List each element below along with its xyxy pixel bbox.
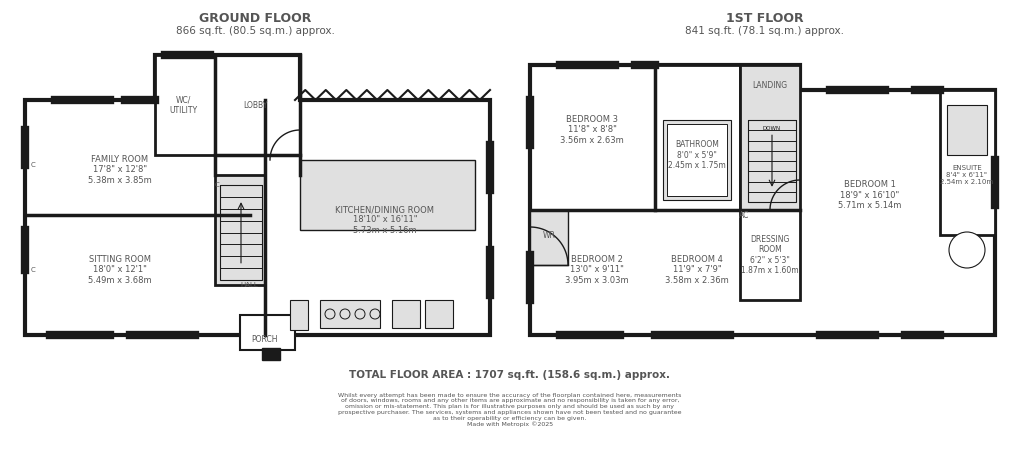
- Text: HALL: HALL: [239, 282, 258, 288]
- Bar: [739, 65, 799, 210]
- Text: AC: AC: [738, 211, 748, 219]
- Bar: [747, 120, 795, 202]
- Bar: [739, 210, 799, 300]
- Text: BEDROOM 1
18'9" x 16'10"
5.71m x 5.14m: BEDROOM 1 18'9" x 16'10" 5.71m x 5.14m: [838, 180, 901, 210]
- Text: 1ST FLOOR: 1ST FLOOR: [726, 11, 803, 25]
- Text: ENSUITE
8'4" x 6'11"
2.54m x 2.10m: ENSUITE 8'4" x 6'11" 2.54m x 2.10m: [940, 165, 993, 185]
- Text: GROUND FLOOR: GROUND FLOOR: [199, 11, 311, 25]
- Bar: [662, 120, 731, 200]
- Text: FAMILY ROOM
17'8" x 12'8"
5.38m x 3.85m: FAMILY ROOM 17'8" x 12'8" 5.38m x 3.85m: [88, 155, 152, 185]
- Bar: [289, 300, 308, 330]
- Text: Whilst every attempt has been made to ensure the accuracy of the floorplan conta: Whilst every attempt has been made to en…: [338, 393, 681, 427]
- Text: C: C: [31, 162, 36, 168]
- Bar: [300, 160, 475, 230]
- Bar: [239, 315, 294, 350]
- Text: DRESSING
ROOM
6'2" x 5'3"
1.87m x 1.60m: DRESSING ROOM 6'2" x 5'3" 1.87m x 1.60m: [741, 235, 798, 275]
- Text: SITTING ROOM
18'0" x 12'1"
5.49m x 3.68m: SITTING ROOM 18'0" x 12'1" 5.49m x 3.68m: [88, 255, 152, 285]
- Bar: [262, 348, 280, 360]
- Text: PORCH: PORCH: [252, 335, 278, 345]
- Text: C: C: [31, 267, 36, 273]
- Text: TOTAL FLOOR AREA : 1707 sq.ft. (158.6 sq.m.) approx.: TOTAL FLOOR AREA : 1707 sq.ft. (158.6 sq…: [350, 370, 669, 380]
- Text: DOWN: DOWN: [762, 126, 781, 131]
- Text: LANDING: LANDING: [752, 80, 787, 90]
- Text: BATHROOM
8'0" x 5'9"
2.45m x 1.75m: BATHROOM 8'0" x 5'9" 2.45m x 1.75m: [667, 140, 726, 170]
- Text: BEDROOM 4
11'9" x 7'9"
3.58m x 2.36m: BEDROOM 4 11'9" x 7'9" 3.58m x 2.36m: [664, 255, 729, 285]
- Polygon shape: [530, 65, 994, 335]
- Text: LOBBY: LOBBY: [243, 101, 267, 110]
- Text: WR: WR: [542, 230, 555, 239]
- Polygon shape: [25, 55, 489, 335]
- Bar: [155, 55, 215, 155]
- Bar: [946, 105, 986, 155]
- Circle shape: [948, 232, 984, 268]
- Bar: [654, 65, 739, 210]
- Text: BEDROOM 3
11'8" x 8'8"
3.56m x 2.63m: BEDROOM 3 11'8" x 8'8" 3.56m x 2.63m: [559, 115, 624, 145]
- Text: BEDROOM 2
13'0" x 9'11"
3.95m x 3.03m: BEDROOM 2 13'0" x 9'11" 3.95m x 3.03m: [565, 255, 628, 285]
- Bar: [530, 210, 568, 265]
- Bar: [320, 300, 380, 328]
- Bar: [666, 124, 727, 196]
- Bar: [391, 300, 420, 328]
- Text: 866 sq.ft. (80.5 sq.m.) approx.: 866 sq.ft. (80.5 sq.m.) approx.: [175, 26, 334, 36]
- Text: KITCHEN/DINING ROOM
18'10" x 16'11"
5.73m x 5.16m: KITCHEN/DINING ROOM 18'10" x 16'11" 5.73…: [335, 205, 434, 235]
- Bar: [425, 300, 452, 328]
- Text: C: C: [214, 182, 219, 188]
- Bar: [215, 175, 265, 285]
- Text: 841 sq.ft. (78.1 sq.m.) approx.: 841 sq.ft. (78.1 sq.m.) approx.: [685, 26, 844, 36]
- Bar: [940, 90, 994, 235]
- Text: WC/
UTILITY: WC/ UTILITY: [169, 96, 197, 115]
- Bar: [220, 185, 262, 280]
